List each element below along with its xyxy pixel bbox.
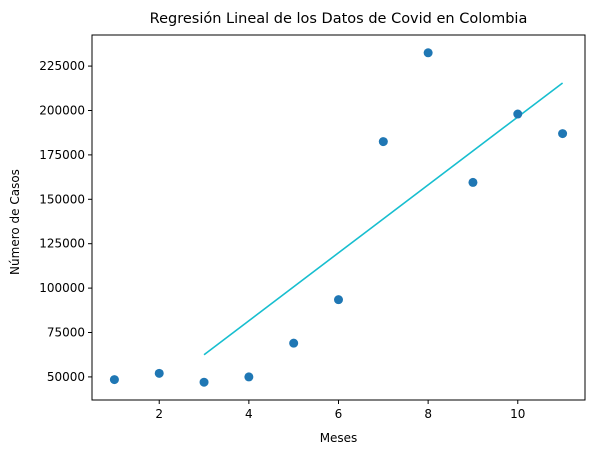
x-tick-label: 2 xyxy=(155,407,163,421)
x-axis-label: Meses xyxy=(320,431,358,445)
data-point-7 xyxy=(378,137,388,147)
data-point-10 xyxy=(513,109,523,119)
y-tick-label: 175000 xyxy=(39,148,85,162)
plot-area: 2 4 6 8 10 50000 75000 100000 125000 150000 175000… xyxy=(39,34,586,421)
chart-title: Regresión Lineal de los Datos de Covid e… xyxy=(150,11,528,27)
data-point-8 xyxy=(423,48,433,58)
y-tick-label: 225000 xyxy=(39,59,85,73)
data-point-4 xyxy=(244,372,254,382)
y-tick-label: 125000 xyxy=(39,237,85,251)
y-tick-label: 200000 xyxy=(39,103,85,117)
data-point-6 xyxy=(334,295,343,305)
x-tick-label: 4 xyxy=(245,407,253,421)
x-tick-label: 6 xyxy=(335,407,343,421)
y-axis-label: Número de Casos xyxy=(8,169,22,275)
regression-line xyxy=(203,82,564,356)
data-point-9 xyxy=(468,177,478,187)
y-tick-label: 75000 xyxy=(47,326,85,340)
data-point-5 xyxy=(289,338,299,348)
y-tick-label: 50000 xyxy=(47,370,85,384)
data-point-2 xyxy=(154,368,164,378)
data-point-1 xyxy=(109,375,119,385)
y-tick-label: 100000 xyxy=(39,281,85,295)
data-point-3 xyxy=(199,377,209,387)
x-tick-label: 10 xyxy=(510,407,525,421)
data-point-11 xyxy=(558,129,568,139)
x-tick-label: 8 xyxy=(424,407,432,421)
y-tick-label: 150000 xyxy=(39,192,85,206)
